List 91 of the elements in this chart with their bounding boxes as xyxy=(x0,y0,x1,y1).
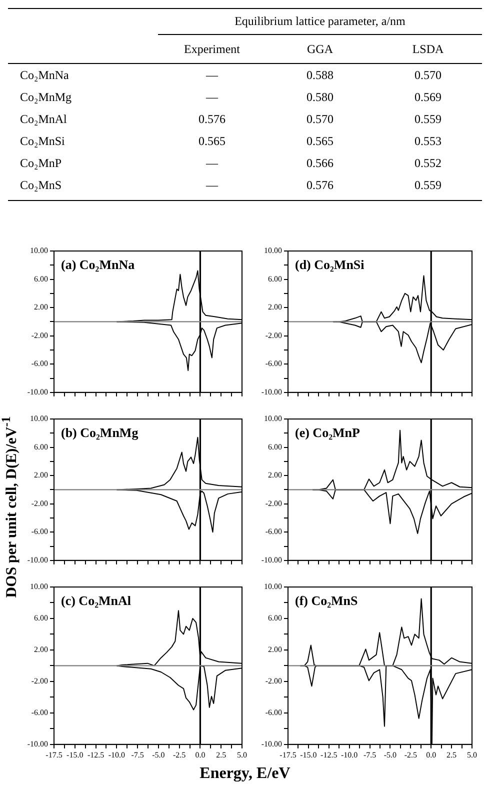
y-tick-label: -10.00 xyxy=(27,387,48,396)
data-label: 0.565 xyxy=(198,134,226,148)
data-label: 0.588 xyxy=(306,68,334,82)
text: Experiment xyxy=(183,42,241,56)
y-tick-label: 10.00 xyxy=(30,414,48,424)
y-tick-label: 10.00 xyxy=(30,246,48,256)
y-tick-label: 6.00 xyxy=(34,274,48,284)
y-tick-label: 6.00 xyxy=(34,442,48,452)
x-tick-label: -7.5 xyxy=(363,750,376,760)
data-label: 0.569 xyxy=(414,90,442,104)
y-tick-label: -6.00 xyxy=(265,527,282,536)
category-label: Co₂MnSi xyxy=(19,134,66,148)
text: (d) Co₂MnSi xyxy=(295,256,365,272)
x-tick-label: -10.0 xyxy=(108,750,126,760)
data-label: 0.559 xyxy=(414,112,442,126)
text: GGA xyxy=(306,42,334,56)
data-label: 0.576 xyxy=(306,178,334,192)
y-tick-label: 2.00 xyxy=(34,302,48,312)
text: LSDA xyxy=(411,42,445,56)
y-tick-label: -2.00 xyxy=(265,676,282,686)
y-tick-label: -10.00 xyxy=(261,739,282,748)
x-tick-label: -10.0 xyxy=(340,750,358,760)
text: (f) Co₂MnS xyxy=(295,592,358,608)
y-tick-label: 10.00 xyxy=(264,582,282,592)
data-label: — xyxy=(204,68,220,82)
data-label: 0.566 xyxy=(306,156,334,170)
x-tick-label: 5.0 xyxy=(467,750,477,760)
x-tick-label: 2.5 xyxy=(446,750,457,760)
y-tick-label: 2.00 xyxy=(268,302,282,312)
x-tick-label: 0.0 xyxy=(195,750,206,760)
y-tick-label: -10.00 xyxy=(27,555,48,564)
y-tick-label: 2.00 xyxy=(268,470,282,480)
y-tick-label: -6.00 xyxy=(31,708,48,718)
y-tick-label: -6.00 xyxy=(31,527,48,536)
category-label: Co₂MnAl xyxy=(19,112,68,126)
data-label: 0.576 xyxy=(198,112,226,126)
x-tick-label: -7.5 xyxy=(131,750,144,760)
data-label: — xyxy=(204,178,220,192)
y-tick-label: -10.00 xyxy=(261,387,282,396)
x-tick-label: -5.0 xyxy=(152,750,165,760)
y-tick-label: 2.00 xyxy=(34,470,48,480)
x-tick-label: 5.0 xyxy=(237,750,247,760)
text: (b) Co₂MnMg xyxy=(61,424,139,440)
y-tick-label: -10.00 xyxy=(27,739,48,748)
y-tick-label: -2.00 xyxy=(265,330,282,340)
x-tick-label: -2.5 xyxy=(172,750,186,760)
category-label: Co₂MnP xyxy=(19,156,63,170)
data-label: 0.565 xyxy=(306,134,334,148)
y-tick-label: -2.00 xyxy=(265,498,282,508)
data-label: 0.580 xyxy=(306,90,334,104)
x-tick-label: 2.5 xyxy=(216,750,226,760)
y-tick-label: 2.00 xyxy=(268,645,282,654)
y-tick-label: -2.00 xyxy=(31,676,48,686)
y-tick-label: 6.00 xyxy=(268,614,282,623)
y-tick-label: -2.00 xyxy=(31,330,48,340)
y-tick-label: 6.00 xyxy=(34,614,48,623)
y-tick-label: 6.00 xyxy=(268,442,282,452)
x-tick-label: -15.0 xyxy=(300,750,317,760)
x-tick-label: 0.0 xyxy=(426,750,436,760)
x-tick-label: -17.5 xyxy=(46,750,62,760)
category-label: Co₂MnS xyxy=(19,178,63,192)
x-tick-label: -5.0 xyxy=(384,750,397,760)
y-tick-label: 10.00 xyxy=(264,246,282,256)
y-tick-label: 10.00 xyxy=(264,414,282,424)
x-tick-label: -12.5 xyxy=(320,750,338,760)
data-label: 0.559 xyxy=(414,178,442,192)
y-tick-label: -6.00 xyxy=(265,708,282,718)
data-label: 0.570 xyxy=(414,68,442,82)
data-label: — xyxy=(204,156,220,170)
y-tick-label: -6.00 xyxy=(265,359,282,368)
category-label: Co₂MnNa xyxy=(19,68,70,82)
data-label: 0.552 xyxy=(414,156,442,170)
category-label: Co₂MnMg xyxy=(19,90,73,104)
text: (a) Co₂MnNa xyxy=(61,256,136,272)
y-tick-label: -6.00 xyxy=(31,359,48,368)
y-tick-label: 6.00 xyxy=(268,274,282,284)
text: Equilibrium lattice parameter, a/nm xyxy=(234,14,406,29)
x-tick-label: -12.5 xyxy=(87,750,104,760)
x-tick-label: -2.5 xyxy=(404,750,418,760)
x-tick-label: -15.0 xyxy=(66,750,84,760)
text: (c) Co₂MnAl xyxy=(61,592,132,608)
y-tick-label: -2.00 xyxy=(31,498,48,508)
text: (e) Co₂MnP xyxy=(295,424,360,440)
y-tick-label: 10.00 xyxy=(30,582,48,592)
y-tick-label: -10.00 xyxy=(261,555,282,564)
data-label: 0.570 xyxy=(306,112,334,126)
data-label: 0.553 xyxy=(414,134,442,148)
data-label: — xyxy=(204,90,220,104)
x-axis-title: Energy, E/eV xyxy=(198,765,292,783)
x-tick-label: -17.5 xyxy=(280,750,296,760)
y-tick-label: 2.00 xyxy=(34,645,48,654)
